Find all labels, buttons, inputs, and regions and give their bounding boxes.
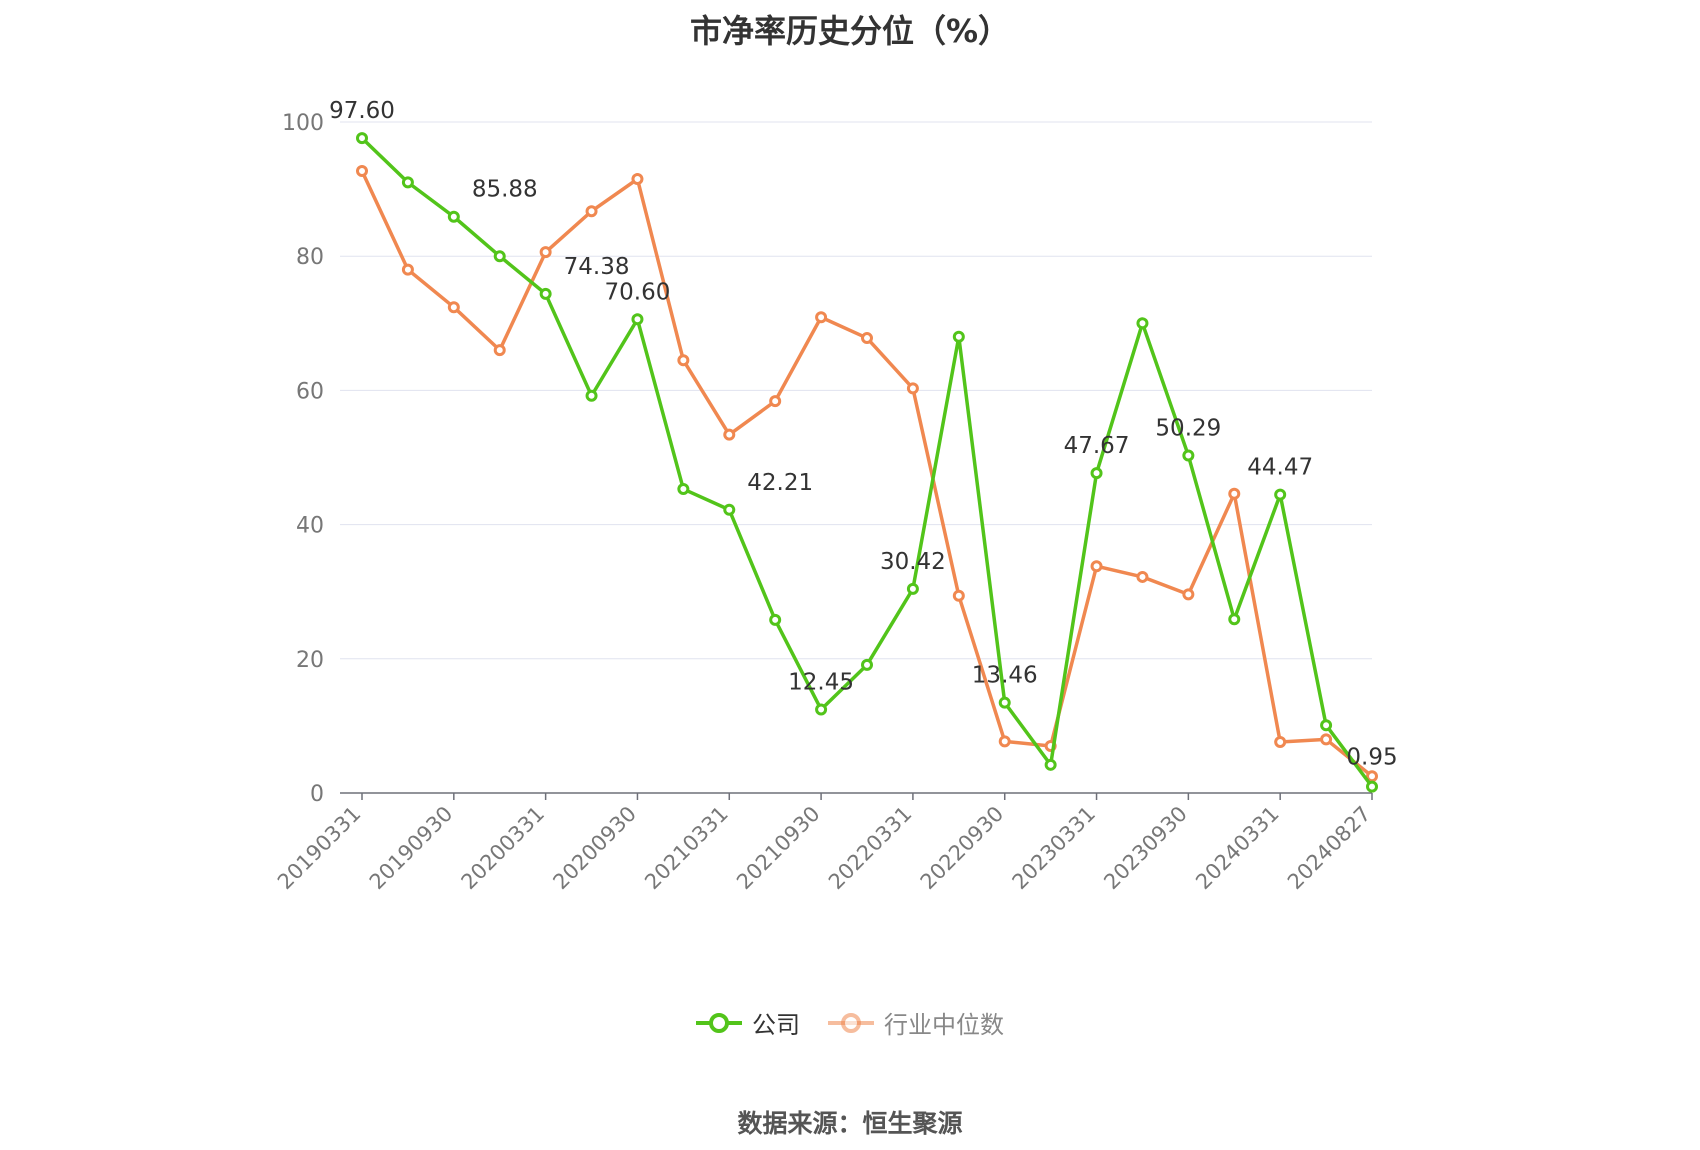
data-point-industry-median bbox=[769, 395, 782, 408]
data-point-industry-median bbox=[1274, 736, 1287, 749]
data-point-industry-median bbox=[1320, 733, 1333, 746]
data-point-company bbox=[815, 703, 828, 716]
data-label: 70.60 bbox=[605, 279, 671, 305]
legend-item-industry-median[interactable]: 行业中位数 bbox=[828, 1005, 1004, 1040]
data-point-industry-median bbox=[493, 344, 506, 357]
data-label: 97.60 bbox=[329, 98, 395, 124]
data-point-industry-median bbox=[631, 173, 644, 186]
data-point-company bbox=[585, 389, 598, 402]
data-point-company bbox=[539, 287, 552, 300]
data-point-company bbox=[723, 503, 736, 516]
series-line-industry-median bbox=[360, 170, 1374, 778]
data-point-company bbox=[631, 313, 644, 326]
x-tick-label: 20240331 bbox=[1191, 802, 1284, 895]
x-tick-label: 20230331 bbox=[1008, 802, 1101, 895]
x-tick-label: 20220930 bbox=[916, 802, 1009, 895]
data-point-industry-median bbox=[677, 354, 690, 367]
y-tick-label: 100 bbox=[282, 111, 324, 136]
data-point-industry-median bbox=[1182, 588, 1195, 601]
data-point-industry-median bbox=[539, 246, 552, 259]
data-point-industry-median bbox=[1366, 770, 1378, 783]
chart-series bbox=[356, 132, 1378, 793]
data-point-company bbox=[1182, 449, 1195, 462]
data-point-industry-median bbox=[401, 263, 414, 276]
data-label: 13.46 bbox=[972, 663, 1038, 689]
legend-label-company: 公司 bbox=[752, 1011, 800, 1039]
data-label: 30.42 bbox=[880, 549, 946, 575]
data-point-company bbox=[677, 483, 690, 496]
legend-marker-company-icon bbox=[696, 1012, 742, 1033]
data-point-company bbox=[493, 250, 506, 263]
data-point-company bbox=[1090, 467, 1103, 480]
chart-legend: 公司 行业中位数 bbox=[0, 1005, 1700, 1040]
data-label: 50.29 bbox=[1155, 416, 1221, 442]
data-point-company bbox=[1320, 719, 1333, 732]
data-point-company bbox=[1136, 317, 1149, 330]
data-label: 44.47 bbox=[1247, 455, 1313, 481]
chart-title: 市净率历史分位（%） bbox=[689, 12, 1011, 50]
data-label: 0.95 bbox=[1346, 745, 1397, 771]
series-industry-median bbox=[356, 164, 1378, 783]
data-point-industry-median bbox=[585, 205, 598, 218]
y-tick-label: 20 bbox=[296, 648, 324, 673]
data-point-industry-median bbox=[906, 382, 919, 395]
data-point-company bbox=[1044, 758, 1057, 771]
y-tick-label: 80 bbox=[296, 245, 324, 270]
y-tick-label: 0 bbox=[310, 782, 324, 807]
source-note: 数据来源：恒生聚源 bbox=[737, 1109, 963, 1138]
data-point-company bbox=[447, 210, 460, 223]
x-tick-label: 20200930 bbox=[548, 802, 641, 895]
data-point-industry-median bbox=[1136, 570, 1149, 583]
legend-label-industry-median: 行业中位数 bbox=[884, 1011, 1004, 1039]
data-point-company bbox=[356, 132, 368, 145]
series-line-company bbox=[360, 136, 1374, 788]
chart-axes: 0 20 40 60 80 100 20190331 20190930 20200331 2020… bbox=[273, 111, 1376, 894]
x-tick-label: 20190331 bbox=[273, 802, 366, 895]
data-label: 74.38 bbox=[564, 254, 630, 280]
x-tick-label: 20210331 bbox=[640, 802, 733, 895]
legend-marker-industry-median-icon bbox=[828, 1012, 874, 1033]
data-point-company bbox=[998, 696, 1011, 709]
data-point-industry-median bbox=[356, 164, 368, 177]
data-point-company bbox=[1228, 613, 1241, 626]
data-point-company bbox=[401, 176, 414, 189]
data-point-industry-median bbox=[723, 428, 736, 441]
data-point-company bbox=[906, 582, 919, 595]
data-label: 42.21 bbox=[747, 470, 813, 496]
data-point-company bbox=[1366, 780, 1378, 793]
data-label: 47.67 bbox=[1064, 433, 1130, 459]
data-point-company bbox=[861, 658, 873, 671]
data-label: 12.45 bbox=[788, 669, 854, 695]
x-tick-label: 20240827 bbox=[1283, 802, 1376, 895]
legend-item-company[interactable]: 公司 bbox=[696, 1005, 800, 1040]
data-point-company bbox=[1274, 488, 1287, 501]
data-point-industry-median bbox=[1090, 560, 1103, 573]
data-point-industry-median bbox=[998, 735, 1011, 748]
data-point-industry-median bbox=[952, 589, 965, 602]
grid-lines bbox=[340, 121, 1372, 660]
x-tick-label: 20220331 bbox=[824, 802, 917, 895]
x-tick-label: 20210930 bbox=[732, 802, 825, 895]
data-point-company bbox=[952, 330, 965, 343]
data-label: 85.88 bbox=[472, 177, 538, 203]
data-point-industry-median bbox=[815, 311, 828, 324]
data-point-industry-median bbox=[447, 301, 460, 314]
y-tick-label: 60 bbox=[296, 379, 324, 404]
y-tick-label: 40 bbox=[296, 514, 324, 539]
x-tick-label: 20230930 bbox=[1099, 802, 1192, 895]
data-point-industry-median bbox=[1228, 487, 1241, 500]
x-tick-label: 20200331 bbox=[457, 802, 550, 895]
data-point-industry-median bbox=[861, 332, 873, 345]
series-company bbox=[356, 132, 1378, 793]
data-point-company bbox=[769, 613, 782, 626]
x-tick-label: 20190930 bbox=[365, 802, 458, 895]
